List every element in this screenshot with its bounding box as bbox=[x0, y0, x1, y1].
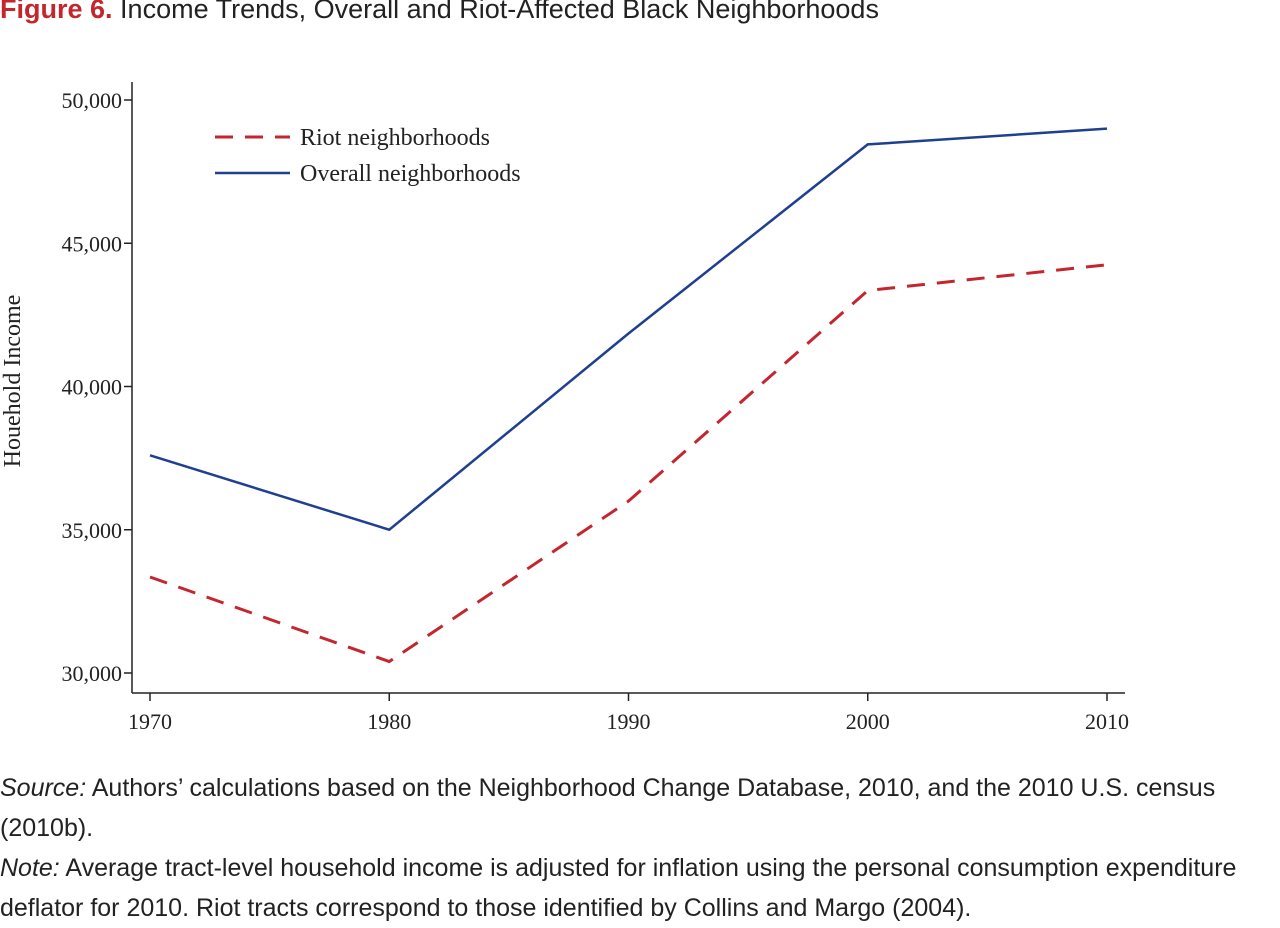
legend: Riot neighborhoods Overall neighborhoods bbox=[215, 125, 521, 187]
x-tick-label: 1980 bbox=[367, 709, 411, 734]
y-tick-label: 40,000 bbox=[62, 375, 123, 400]
line-chart: 30,000 35,000 40,000 45,000 50,000 1970 1980 19… bbox=[0, 82, 1129, 734]
y-tick-label: 50,000 bbox=[62, 88, 123, 113]
series-layer bbox=[149, 127, 1108, 664]
x-tick-label: 1990 bbox=[607, 709, 651, 734]
y-tick-label: 30,000 bbox=[62, 661, 123, 686]
y-tick-label: 35,000 bbox=[62, 518, 123, 543]
x-tick-label: 2000 bbox=[846, 709, 890, 734]
figure-notes: Source: Authors’ calculations based on t… bbox=[0, 768, 1280, 928]
series-line-riot-neighborhoods bbox=[149, 263, 1108, 664]
series-line-overall-neighborhoods bbox=[149, 127, 1108, 532]
x-tick-label: 1970 bbox=[128, 709, 172, 734]
source-note: Source: Authors’ calculations based on t… bbox=[0, 768, 1280, 848]
source-text: Authors’ calculations based on the Neigh… bbox=[0, 774, 1216, 842]
note-text: Average tract-level household income is … bbox=[0, 854, 1237, 922]
axes: 30,000 35,000 40,000 45,000 50,000 1970 1980 19… bbox=[62, 82, 1129, 734]
y-tick-label: 45,000 bbox=[62, 231, 123, 256]
note-label: Note: bbox=[0, 854, 60, 882]
legend-label: Overall neighborhoods bbox=[300, 161, 521, 187]
legend-label: Riot neighborhoods bbox=[300, 125, 490, 151]
figure-title: Figure 6. Income Trends, Overall and Rio… bbox=[0, 0, 879, 25]
y-axis-label: Houehold Income bbox=[0, 295, 26, 468]
source-label: Source: bbox=[0, 774, 87, 802]
note-text-block: Note: Average tract-level household inco… bbox=[0, 848, 1280, 928]
figure-title-text: Income Trends, Overall and Riot-Affected… bbox=[120, 0, 879, 24]
x-tick-label: 2010 bbox=[1085, 709, 1129, 734]
figure-label: Figure 6. bbox=[0, 0, 113, 24]
